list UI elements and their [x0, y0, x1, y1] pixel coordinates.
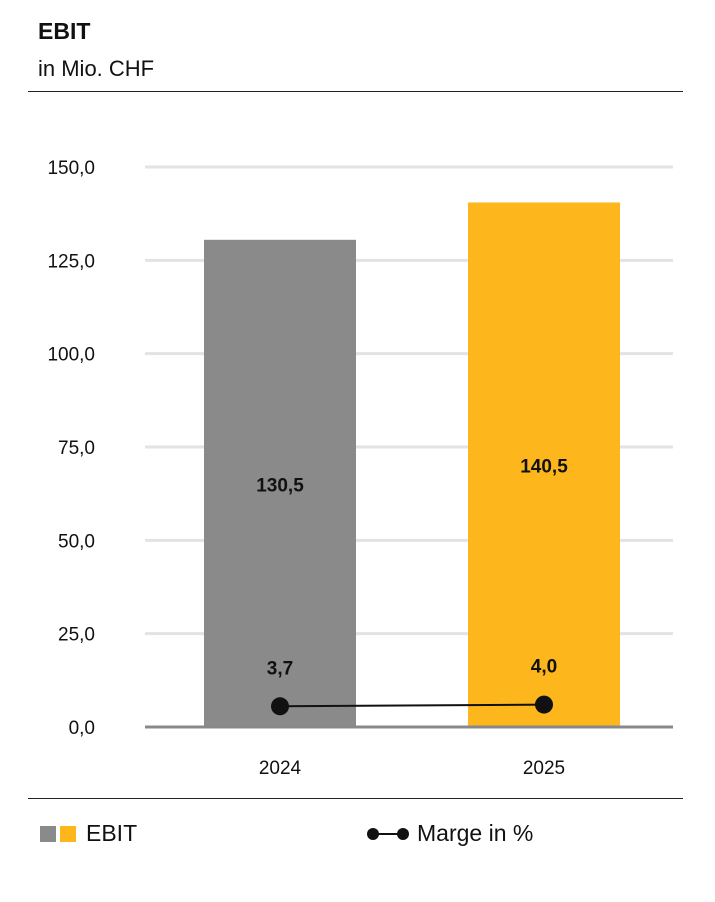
chart-subtitle: in Mio. CHF [38, 56, 155, 81]
bar-2024 [204, 239, 356, 728]
y-tick-label: 75,0 [58, 438, 95, 459]
margin-value-label: 4,0 [531, 657, 557, 678]
bottom-divider [28, 798, 683, 799]
margin-point [271, 697, 289, 716]
line-marker-icon [367, 827, 409, 840]
legend-margin-label: Marge in % [417, 820, 534, 846]
legend-margin: Marge in % [365, 820, 533, 847]
legend-ebit-label: EBIT [86, 820, 138, 846]
y-tick-label: 100,0 [47, 345, 95, 366]
y-tick-label: 0,0 [69, 718, 95, 739]
bar-value-label: 130,5 [256, 475, 304, 496]
ebit-chart: 0,0 25,0 50,0 75,0 100,0 125,0 150,0 130,5 2024 1… [47, 158, 673, 779]
y-tick-label: 50,0 [58, 531, 95, 552]
bar-2025 [468, 202, 620, 727]
top-divider [28, 91, 683, 92]
y-tick-label: 25,0 [58, 625, 95, 646]
legend-ebit: EBIT [40, 820, 137, 847]
legend-swatch-2025 [60, 825, 76, 842]
x-tick-label: 2024 [259, 758, 302, 779]
bar-value-label: 140,5 [520, 457, 568, 478]
y-tick-label: 150,0 [47, 158, 95, 179]
margin-point [535, 695, 553, 714]
chart-title: EBIT [38, 18, 91, 44]
margin-value-label: 3,7 [267, 658, 293, 679]
x-tick-label: 2025 [523, 758, 565, 779]
margin-line [279, 703, 545, 708]
legend-swatch-2024 [40, 825, 56, 842]
y-tick-label: 125,0 [47, 251, 95, 272]
